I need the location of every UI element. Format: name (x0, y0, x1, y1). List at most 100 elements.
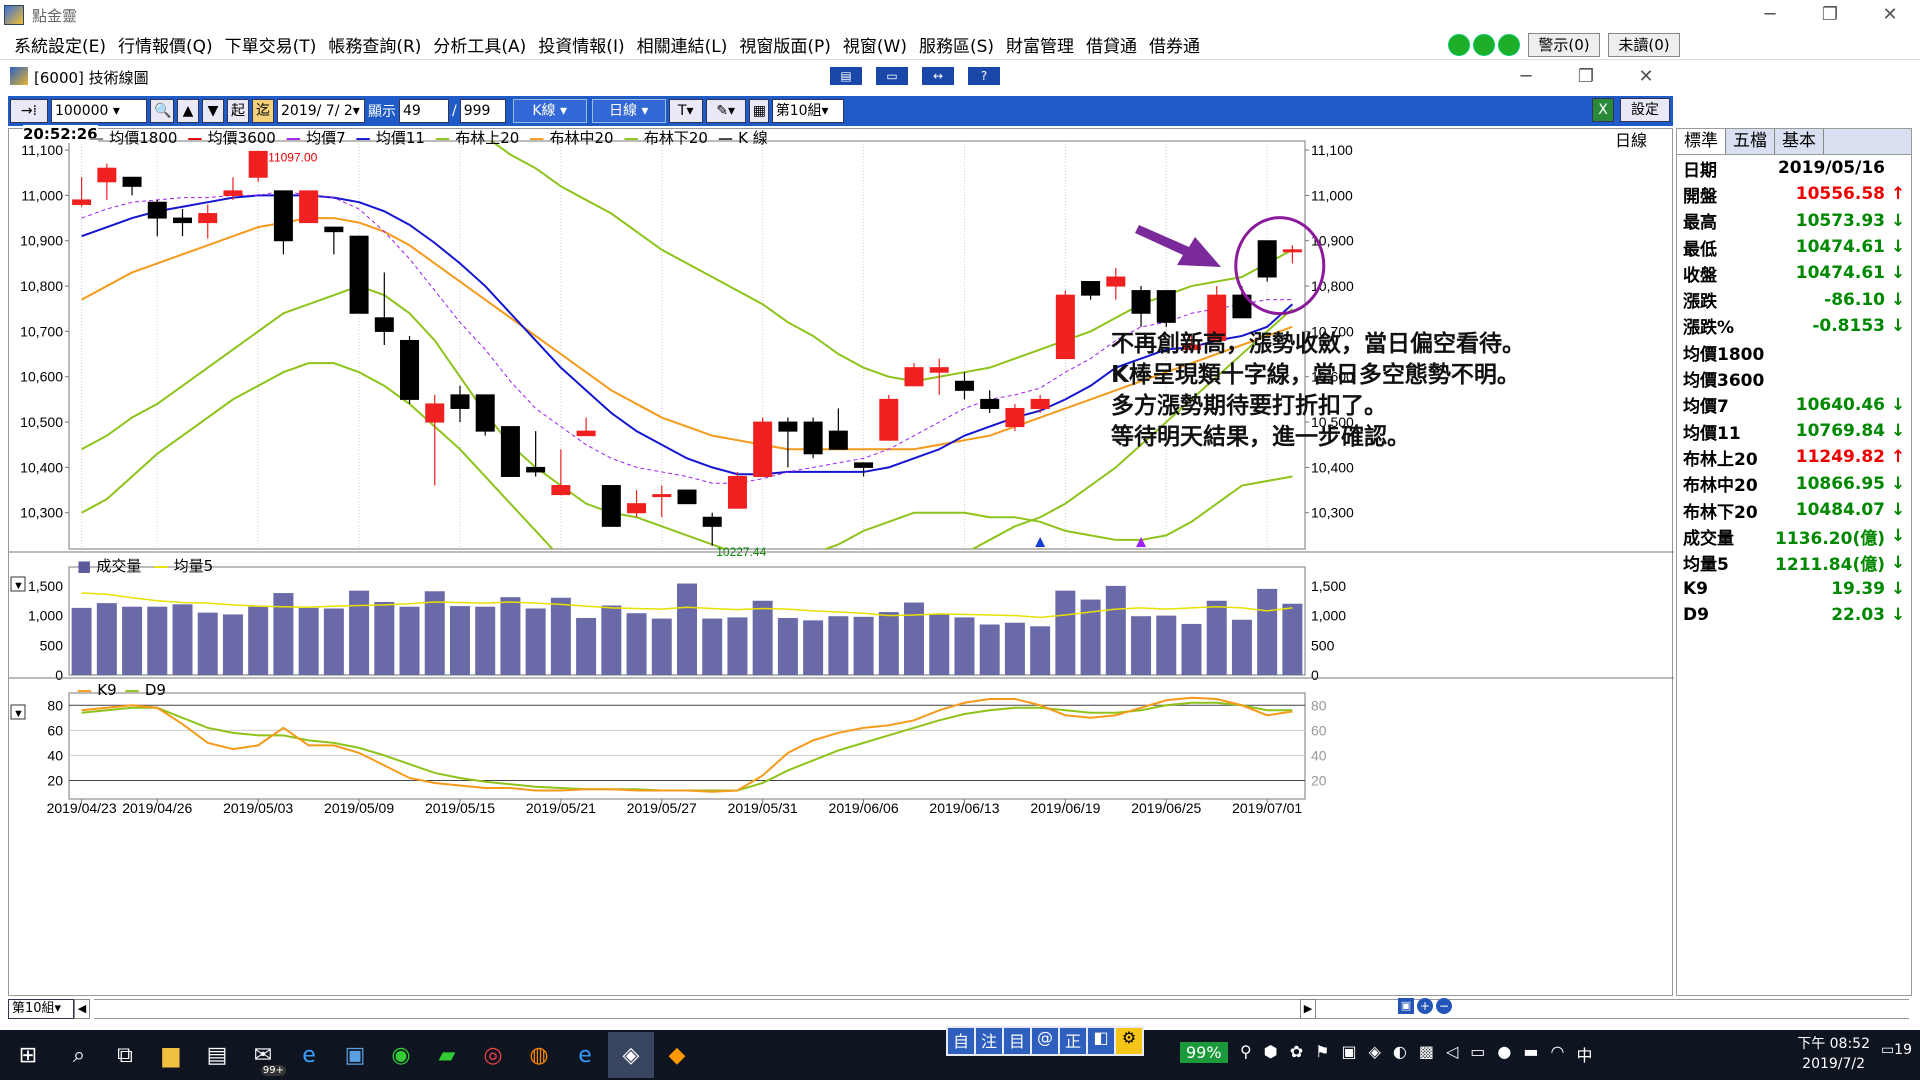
link-tool-icon[interactable]: ↔ (922, 67, 954, 85)
child-minimize-icon[interactable]: ─ (1520, 66, 1532, 87)
trading-app-icon[interactable]: ◈ (608, 1032, 654, 1078)
search-taskbar-icon[interactable]: ⌕ (72, 1042, 86, 1068)
legend-item[interactable]: — 均價7 (285, 129, 346, 147)
notification-icon[interactable]: ▭19 (1880, 1042, 1912, 1058)
menu-item[interactable]: 分析工具(A) (433, 37, 527, 57)
ime-indicator[interactable]: 中 (1576, 1046, 1593, 1065)
menu-item[interactable]: 行情報價(Q) (118, 37, 213, 57)
volume-legend-item[interactable]: ■ 成交量 (77, 557, 142, 575)
start-menu-icon[interactable]: ⊞ (18, 1042, 38, 1068)
unread-button[interactable]: 未讀(0) (1608, 33, 1680, 57)
close-icon[interactable]: ✕ (1882, 4, 1898, 25)
menu-item[interactable]: 服務區(S) (918, 37, 995, 57)
group-select[interactable]: 第10組▾ (771, 99, 844, 123)
k9-legend-item[interactable]: — K9 (77, 681, 117, 699)
tray-icon[interactable]: ◐ (1392, 1042, 1407, 1061)
tray-icon[interactable]: ▭ (1470, 1042, 1486, 1061)
menu-item[interactable]: 系統設定(E) (14, 37, 107, 57)
text-tool-select[interactable]: T▾ (668, 99, 703, 123)
scroll-up-icon[interactable]: ▲ (177, 99, 199, 123)
tray-icon[interactable]: ◈ (1368, 1042, 1381, 1061)
volume-icon[interactable]: ◁ (1445, 1042, 1459, 1061)
tray-icon[interactable]: ✿ (1289, 1042, 1304, 1061)
file-explorer-icon[interactable]: ▆ (162, 1042, 180, 1068)
chrome-icon[interactable]: ◎ (483, 1042, 503, 1068)
menu-item[interactable]: 借貸通 (1086, 37, 1138, 57)
menu-item[interactable]: 借券通 (1149, 37, 1201, 57)
wifi-icon[interactable]: ◠ (1550, 1042, 1565, 1061)
ime-tool-icon[interactable]: ◧ (1088, 1028, 1114, 1054)
tray-icon[interactable]: ● (1497, 1042, 1512, 1061)
minimize-icon[interactable]: ─ (1764, 4, 1776, 25)
tray-icon[interactable]: ▣ (1341, 1042, 1357, 1061)
ime-tool-icon[interactable]: 目 (1004, 1028, 1030, 1054)
menu-item[interactable]: 相關連結(L) (636, 37, 728, 57)
legend-item[interactable]: — K 線 (717, 129, 768, 147)
excel-icon[interactable]: X (1592, 98, 1614, 122)
total-count-input[interactable]: 999 (459, 99, 506, 123)
legend-item[interactable]: — 布林下20 (623, 129, 708, 147)
search-icon[interactable]: 🔍 (150, 99, 174, 123)
menu-item[interactable]: 下單交易(T) (224, 37, 317, 57)
quote-tab[interactable]: 標準 (1677, 129, 1726, 154)
link-arrow-icon[interactable]: →⁞ (10, 99, 48, 123)
legend-item[interactable]: — 均價3600 (187, 129, 276, 147)
tray-icon[interactable]: ⚑ (1315, 1042, 1330, 1061)
firefox-icon[interactable]: ◍ (529, 1042, 549, 1068)
display-count-input[interactable]: 49 (399, 99, 449, 123)
grid-icon[interactable]: ▦ (748, 99, 769, 123)
tools-app-icon[interactable]: ◆ (668, 1042, 686, 1068)
legend-item[interactable]: — 均價11 (355, 129, 425, 147)
app-window-icon[interactable]: ▣ (344, 1042, 366, 1068)
kline-select[interactable]: K線 ▾ (512, 99, 587, 123)
end-button[interactable]: 迄 (252, 99, 274, 123)
d9-legend-item[interactable]: — D9 (124, 681, 166, 699)
period-select[interactable]: 日線 ▾ (591, 99, 666, 123)
zoom-out-icon[interactable]: − (1436, 998, 1452, 1014)
ime-tool-icon[interactable]: 注 (976, 1028, 1002, 1054)
ime-tool-icon[interactable]: 自 (948, 1028, 974, 1054)
tray-icon[interactable]: ⚲ (1240, 1042, 1252, 1061)
wechat-icon[interactable]: ◉ (391, 1042, 411, 1068)
draw-tool-icon[interactable]: ✎▾ (705, 99, 746, 123)
tray-icon[interactable]: ▩ (1418, 1042, 1434, 1061)
menu-item[interactable]: 投資情報(I) (538, 37, 625, 57)
menu-item[interactable]: 視窗版面(P) (739, 37, 831, 57)
restore-icon[interactable]: ❐ (1821, 4, 1839, 25)
child-restore-icon[interactable]: ❐ (1577, 66, 1595, 87)
child-close-icon[interactable]: ✕ (1638, 66, 1654, 87)
window-tool-icon[interactable]: ▭ (876, 67, 908, 85)
mail-icon[interactable]: ✉ 99+ (253, 1042, 286, 1076)
scroll-left-icon[interactable]: ◀ (74, 999, 90, 1019)
ime-tool-icon[interactable]: 正 (1060, 1028, 1086, 1054)
menu-item[interactable]: 財富管理 (1006, 37, 1075, 57)
legend-item[interactable]: — 均價1800 (89, 129, 178, 147)
start-button[interactable]: 起 (227, 99, 249, 123)
ime-tool-icon[interactable]: @ (1032, 1028, 1058, 1054)
layout-tool-icon[interactable]: ▤ (830, 67, 862, 85)
settings-button[interactable]: 設定 (1620, 98, 1670, 122)
line-icon[interactable]: ▰ (438, 1042, 456, 1068)
quote-tab[interactable]: 五檔 (1726, 129, 1775, 154)
ie-icon[interactable]: e (302, 1042, 316, 1068)
bottom-group-select[interactable]: 第10組▾ (8, 999, 74, 1019)
date-select[interactable]: 2019/ 7/ 2▾ (277, 99, 365, 123)
clock[interactable]: 下午 08:52 2019/7/2 (1797, 1034, 1870, 1074)
ime-settings-icon[interactable]: ⚙ (1116, 1028, 1142, 1054)
alert-button[interactable]: 警示(0) (1528, 33, 1600, 57)
quote-tab[interactable]: 基本 (1775, 129, 1824, 154)
legend-item[interactable]: — 布林中20 (529, 129, 614, 147)
tray-icon[interactable]: ▬ (1523, 1042, 1539, 1061)
zoom-in-icon[interactable]: + (1417, 998, 1433, 1014)
menu-item[interactable]: 帳務查詢(R) (328, 37, 422, 57)
edge-icon[interactable]: e (578, 1042, 592, 1068)
scroll-right-icon[interactable]: ▶ (1300, 999, 1316, 1019)
legend-item[interactable]: — 布林上20 (434, 129, 520, 147)
horizontal-scrollbar[interactable] (94, 999, 1909, 1019)
help-tool-icon[interactable]: ? (968, 67, 1000, 85)
symbol-select[interactable]: 100000 ▾ (51, 99, 147, 123)
volume-avg-legend-item[interactable]: — 均量5 (153, 557, 214, 575)
task-view-icon[interactable]: ⧉ (117, 1042, 133, 1068)
tray-icon[interactable]: ⬢ (1263, 1042, 1278, 1061)
zoom-fit-icon[interactable]: ▣ (1398, 998, 1414, 1014)
